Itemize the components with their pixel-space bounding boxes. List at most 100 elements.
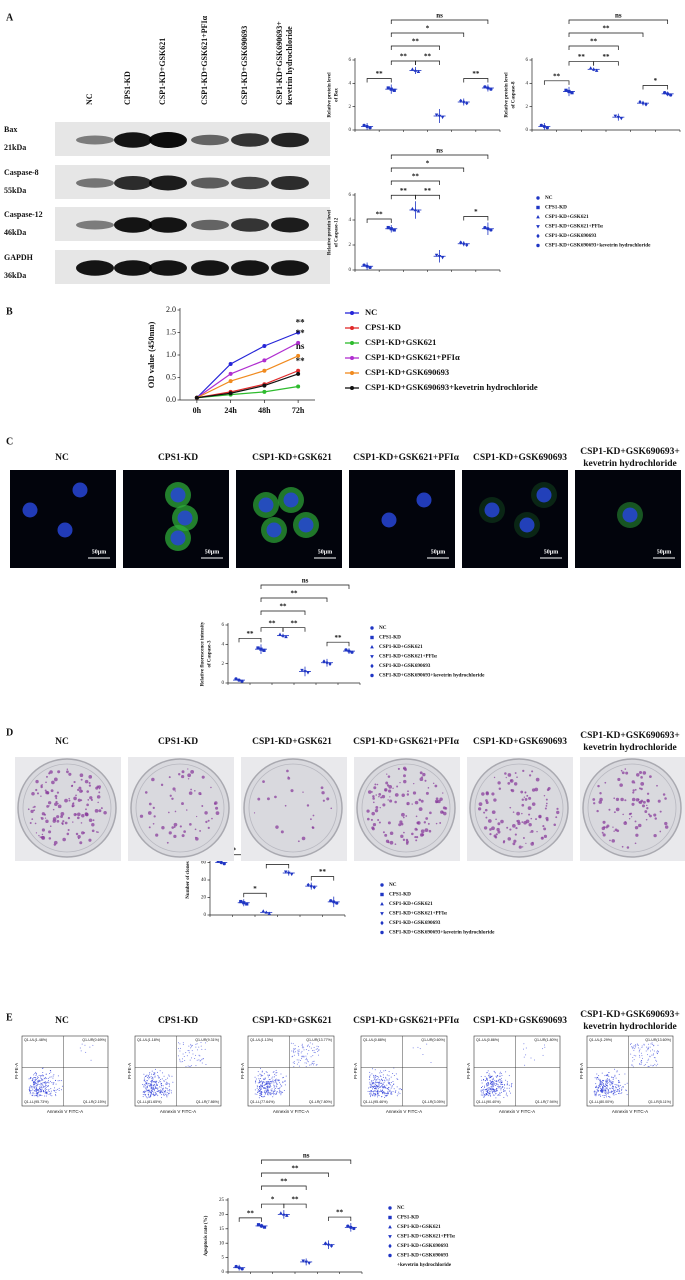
event [270,1086,272,1088]
y-tick-label: 40 [201,878,207,883]
event [370,1091,372,1093]
legend-label: CPS1-KD [389,892,411,898]
colony [530,817,533,820]
event [148,1090,150,1092]
event [153,1095,155,1097]
colony [634,788,637,791]
colony [435,822,438,825]
event [280,1092,282,1094]
colony [103,811,107,815]
event [270,1089,272,1091]
colony [394,793,399,797]
marker [536,205,540,210]
event [491,1085,493,1087]
flow-x-label: Annexin V FITC-A [612,1109,648,1114]
significance-label: ** [296,328,306,338]
event [45,1088,47,1090]
event [396,1086,398,1088]
event [40,1080,42,1082]
event [81,1043,83,1045]
event [147,1089,149,1091]
event [147,1094,149,1096]
event [607,1090,609,1092]
event [35,1078,37,1080]
event [55,1095,57,1097]
event [657,1044,659,1046]
significance-bracket [568,61,595,66]
colony [405,838,409,842]
event [158,1082,160,1084]
colony [322,799,325,802]
event [49,1076,51,1078]
event [626,1094,628,1096]
event [488,1088,490,1090]
event [268,1081,270,1083]
blot-band [149,132,187,148]
event [302,1046,304,1048]
event [499,1081,501,1083]
event [486,1079,488,1081]
event [376,1075,378,1077]
event [595,1085,597,1087]
significance-label: ** [336,1209,344,1217]
event [506,1082,508,1084]
event [306,1062,308,1064]
y-axis-label: Relative fluorescence intensity [201,621,206,686]
y-tick-label: 1.5 [166,327,176,336]
event [379,1090,381,1092]
event [142,1094,144,1096]
event [40,1089,42,1091]
event [615,1087,617,1089]
event [369,1083,371,1085]
colony [312,814,315,817]
quadrant-label: Q1-LR(5.11%) [648,1100,671,1104]
event [150,1092,152,1094]
event [156,1091,158,1093]
event [599,1094,601,1096]
colony [542,825,545,828]
colony [487,819,492,823]
data-point [539,123,543,127]
event [640,1061,642,1063]
event [605,1086,607,1088]
colony [372,797,375,800]
event [55,1079,57,1081]
event [275,1074,277,1076]
event [493,1070,495,1072]
event [160,1081,162,1083]
colony [382,831,385,834]
event [641,1060,643,1062]
legend-marker [350,311,354,315]
event [616,1071,618,1073]
data-point [264,910,269,914]
event [374,1095,376,1097]
colony [402,838,406,842]
colony [609,839,611,842]
event [633,1049,635,1051]
event [161,1097,163,1099]
significance-bracket [328,1216,352,1222]
colony [171,826,174,829]
event [291,1050,293,1052]
event [602,1083,604,1085]
event [298,1049,300,1051]
event [276,1080,278,1082]
event [144,1076,146,1078]
event [50,1092,52,1094]
event [41,1084,43,1086]
event [275,1087,277,1089]
event [382,1091,384,1093]
cell-nucleus [57,522,73,538]
event [485,1089,487,1091]
colony [372,795,375,798]
event [621,1089,623,1091]
event [387,1090,389,1092]
event [649,1056,651,1058]
colony [92,819,95,822]
event [143,1080,145,1082]
colony [77,835,81,839]
event [168,1092,170,1094]
event [597,1076,599,1078]
event [49,1073,51,1075]
colony [389,840,394,845]
